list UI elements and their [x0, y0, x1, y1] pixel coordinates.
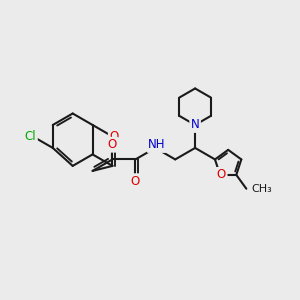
- Text: N: N: [191, 118, 200, 131]
- Text: O: O: [109, 130, 119, 143]
- Text: Cl: Cl: [25, 130, 36, 143]
- Text: NH: NH: [148, 139, 166, 152]
- Text: O: O: [217, 168, 226, 182]
- Text: CH₃: CH₃: [252, 184, 272, 194]
- Text: O: O: [131, 175, 140, 188]
- Text: O: O: [108, 138, 117, 151]
